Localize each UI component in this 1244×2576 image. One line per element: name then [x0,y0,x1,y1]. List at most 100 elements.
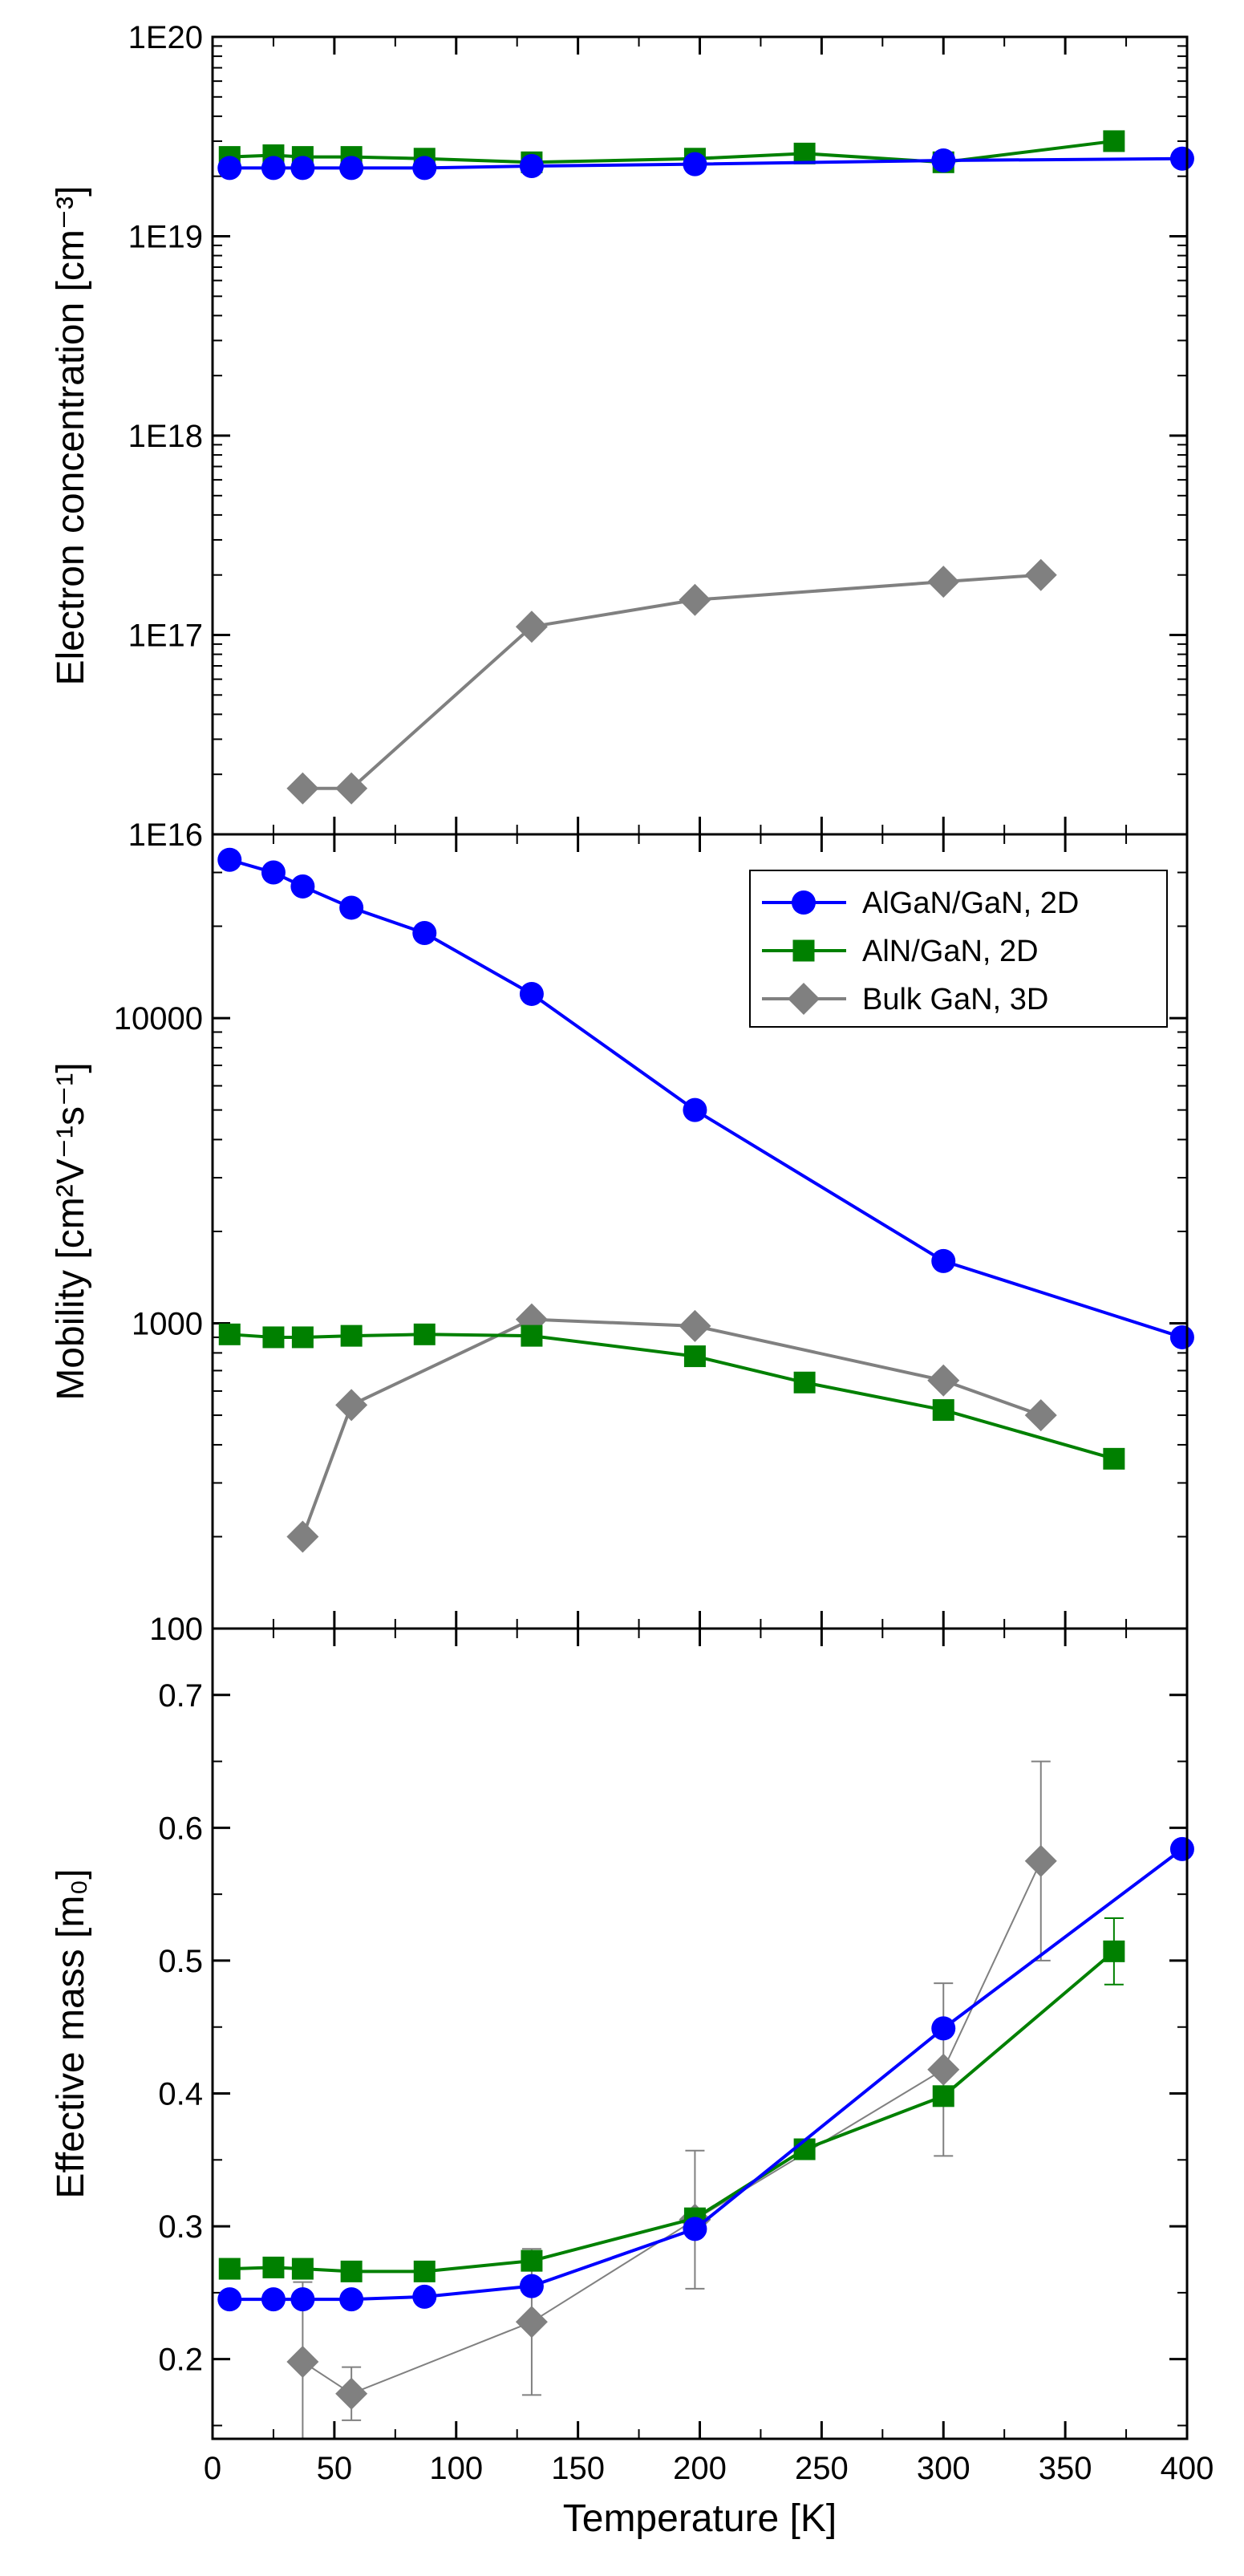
series-algan-gan-2d [217,1836,1194,2312]
data-point-aln-gan-2d [932,2085,954,2107]
legend-label: AlGaN/GaN, 2D [862,886,1079,920]
data-point-algan-gan-2d [1169,1325,1194,1349]
data-point-algan-gan-2d [683,2217,707,2241]
data-point-bulk-gan-3d [335,2377,368,2410]
data-point-aln-gan-2d [683,1345,706,1368]
data-point-bulk-gan-3d [1024,1844,1057,1877]
minor-ticks [213,37,1187,834]
data-point-algan-gan-2d [217,156,242,181]
data-point-aln-gan-2d [262,1326,285,1349]
x-tick-label: 300 [917,2451,970,2486]
data-point-bulk-gan-3d [927,566,960,598]
data-point-bulk-gan-3d [286,1520,319,1553]
data-point-bulk-gan-3d [1024,1399,1057,1432]
data-point-aln-gan-2d [521,2249,543,2272]
data-point-bulk-gan-3d [927,1364,960,1397]
data-point-bulk-gan-3d [286,772,319,805]
y-tick-labels: 100 1000 10000 [114,1001,203,1647]
legend-box [749,870,1168,1028]
data-point-algan-gan-2d [261,860,286,885]
y-tick-label: 1E19 [128,220,203,255]
y-tick-label: 1E16 [128,817,203,853]
y-tick-label: 1E17 [128,619,203,654]
y-tick-labels: 1E16 1E17 1E18 1E19 1E20 [128,20,203,853]
y-tick-label: 0.6 [158,1811,203,1846]
x-tick-labels: 0 50 100 150 200 250 300 350 400 [204,2451,1214,2486]
x-tick-label: 100 [429,2451,483,2486]
y-axis-label: Effective mass [m₀] [50,1868,92,2198]
data-point-algan-gan-2d [339,2287,364,2312]
y-axis-label: Electron concentration [cm⁻³] [50,186,92,686]
y-tick-label: 1E18 [128,419,203,454]
data-point-algan-gan-2d [1169,146,1194,171]
data-point-bulk-gan-3d [927,2053,960,2086]
y-tick-label: 1E20 [128,20,203,55]
data-point-bulk-gan-3d [679,1309,711,1342]
x-tick-label: 350 [1039,2451,1092,2486]
y-tick-label: 0.5 [158,1944,203,1979]
data-point-algan-gan-2d [290,874,315,899]
y-tick-label: 100 [149,1612,203,1647]
series-layer [217,847,1194,1553]
series-layer [217,1836,1194,2410]
data-point-aln-gan-2d [291,1326,314,1349]
plot-frame [211,1627,1189,2440]
series-line-aln-gan-2d [229,1333,1115,1461]
data-point-bulk-gan-3d [286,2345,319,2378]
x-tick-label: 150 [551,2451,605,2486]
legend-marker [792,939,815,962]
series-aln-gan-2d [218,1323,1125,1470]
y-tick-label: 0.4 [158,2077,203,2112]
legend-marker [788,983,820,1015]
x-tick-label: 0 [204,2451,221,2486]
legend-entry-algan-gan-2d: AlGaN/GaN, 2D [762,886,1079,920]
data-point-algan-gan-2d [290,2287,315,2312]
data-point-aln-gan-2d [413,2260,436,2282]
data-point-algan-gan-2d [1169,1836,1194,1861]
data-point-algan-gan-2d [683,152,707,176]
data-point-algan-gan-2d [683,1097,707,1122]
data-point-aln-gan-2d [218,2258,241,2280]
series-bulk-gan-3d [286,558,1057,805]
y-tick-label: 0.3 [158,2209,203,2245]
series-line-aln-gan-2d [229,139,1115,164]
data-point-aln-gan-2d [1103,1940,1125,1962]
y-axis-label: Mobility [cm²V⁻¹s⁻¹] [50,1062,92,1400]
data-point-bulk-gan-3d [515,611,548,643]
data-point-aln-gan-2d [291,2258,314,2280]
series-bulk-gan-3d [286,1303,1057,1553]
x-axis-label: Temperature [K] [563,2497,837,2540]
data-point-bulk-gan-3d [515,2306,548,2339]
data-point-algan-gan-2d [217,2287,242,2312]
data-point-algan-gan-2d [519,153,544,178]
data-point-algan-gan-2d [261,156,286,181]
legend-label: Bulk GaN, 3D [862,983,1048,1016]
data-point-algan-gan-2d [519,2274,544,2298]
legend-label: AlN/GaN, 2D [862,935,1039,968]
data-point-aln-gan-2d [1103,130,1125,152]
data-point-aln-gan-2d [340,2260,363,2282]
series-algan-gan-2d [217,146,1194,181]
data-point-aln-gan-2d [340,1325,363,1347]
y-tick-label: 10000 [114,1001,203,1036]
data-point-algan-gan-2d [412,156,437,181]
data-point-bulk-gan-3d [335,1389,368,1422]
series-line-bulk-gan-3d [301,1317,1042,1538]
panel-mobility: 100 1000 10000 Mobility [cm²V⁻¹s⁻¹] AlGaN/… [50,833,1194,1647]
data-point-aln-gan-2d [793,142,816,164]
x-tick-label: 250 [795,2451,849,2486]
data-point-algan-gan-2d [412,2284,437,2309]
y-tick-label: 0.7 [158,1678,203,1714]
data-point-algan-gan-2d [412,921,437,946]
data-point-bulk-gan-3d [335,772,368,805]
data-point-algan-gan-2d [519,981,544,1006]
data-point-aln-gan-2d [1103,1447,1125,1470]
data-point-bulk-gan-3d [679,583,711,616]
data-point-aln-gan-2d [413,1323,436,1345]
data-point-algan-gan-2d [290,156,315,181]
data-point-algan-gan-2d [931,2016,956,2041]
data-point-aln-gan-2d [793,1371,816,1393]
x-tick-label: 200 [673,2451,727,2486]
